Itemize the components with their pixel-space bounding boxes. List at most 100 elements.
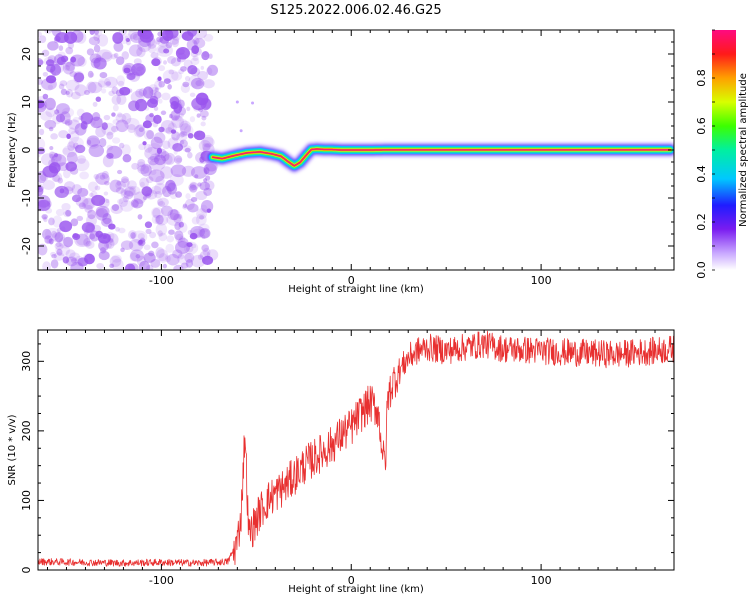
noise-blob [154, 87, 160, 92]
noise-blob [64, 64, 70, 71]
snr-x-tick-label: -100 [149, 574, 174, 587]
noise-blob [178, 106, 187, 116]
noise-blob [163, 152, 176, 165]
noise-blob [122, 195, 129, 203]
noise-blob [196, 113, 201, 118]
noise-blob [72, 232, 79, 239]
noise-blob [56, 103, 70, 115]
noise-blob [121, 176, 129, 184]
noise-blob [111, 86, 119, 95]
noise-blob [159, 35, 170, 44]
colorbar-tick-label: 0.0 [695, 261, 708, 279]
noise-blob [89, 255, 95, 261]
noise-blob [105, 198, 110, 204]
noise-blob [54, 152, 59, 158]
noise-blob [154, 183, 167, 195]
noise-blob [85, 240, 92, 247]
noise-blob [155, 40, 161, 45]
noise-blob [105, 81, 112, 86]
noise-blob [150, 136, 163, 150]
noise-blob [169, 209, 179, 221]
noise-blob [70, 218, 79, 227]
noise-blob [173, 103, 183, 114]
noise-blob [179, 131, 185, 138]
noise-blob [64, 119, 73, 126]
noise-blob [76, 155, 86, 164]
noise-blob [162, 154, 173, 165]
noise-blob [128, 100, 140, 112]
noise-blob [83, 90, 90, 96]
noise-blob [83, 229, 90, 234]
noise-blob [115, 119, 129, 133]
noise-blob [62, 145, 78, 158]
noise-blob [187, 65, 198, 75]
noise-blob [150, 185, 162, 195]
noise-blob [160, 120, 175, 133]
noise-blob [53, 38, 60, 44]
spectral-ridge [204, 141, 674, 174]
noise-blob [65, 249, 76, 259]
noise-blob [203, 167, 210, 175]
snr-x-axis-title: Height of straight line (km) [288, 584, 424, 595]
noise-blob [175, 46, 190, 60]
noise-blob [180, 66, 187, 72]
noise-blob [49, 146, 54, 151]
noise-blob [101, 170, 109, 179]
noise-blob [202, 247, 211, 257]
noise-blob [50, 133, 58, 140]
noise-blob [200, 121, 206, 127]
noise-blob [93, 57, 107, 70]
noise-blob [62, 256, 70, 264]
noise-blob [126, 39, 131, 46]
noise-blob [185, 259, 194, 268]
noise-blob [194, 132, 201, 138]
noise-blob [71, 194, 82, 203]
noise-blob [86, 139, 92, 145]
noise-blob [179, 236, 186, 242]
noise-blob [45, 107, 56, 118]
noise-blob [140, 163, 152, 177]
noise-blob [79, 171, 89, 180]
noise-blob [184, 198, 195, 210]
noise-blob [99, 174, 106, 180]
noise-blob [149, 95, 159, 105]
noise-blob [185, 245, 194, 253]
noise-blob [41, 214, 48, 220]
noise-blob [135, 63, 144, 72]
noise-blob [165, 255, 171, 263]
noise-blob [203, 187, 213, 196]
spectrogram-x-axis-title: Height of straight line (km) [288, 284, 424, 295]
noise-blob [158, 126, 165, 133]
noise-blob [157, 37, 169, 48]
noise-blob [146, 130, 155, 140]
noise-blob [47, 55, 57, 63]
noise-blob [69, 252, 81, 262]
noise-blob [202, 143, 211, 151]
noise-blob [87, 181, 99, 192]
noise-blob [137, 214, 143, 220]
noise-blob [109, 255, 122, 268]
noise-blob [75, 31, 87, 44]
noise-blob [70, 56, 77, 63]
noise-blob [42, 72, 49, 77]
noise-blob [206, 249, 219, 261]
noise-blob [201, 255, 214, 266]
noise-blob [120, 240, 134, 251]
noise-blob [150, 169, 157, 176]
noise-blob [115, 56, 125, 66]
noise-blob [76, 215, 84, 221]
noise-blob [149, 112, 154, 118]
noise-blob [89, 117, 96, 126]
noise-blob [186, 39, 198, 51]
noise-blob [138, 239, 143, 245]
noise-blob [54, 242, 64, 250]
noise-blob [42, 228, 52, 240]
noise-blob [142, 195, 148, 200]
noise-blob [195, 190, 208, 201]
noise-blob [137, 164, 150, 175]
noise-blob [124, 117, 140, 130]
noise-blob [112, 32, 124, 44]
noise-blob [207, 64, 219, 76]
noise-blob [169, 35, 180, 45]
noise-blob [38, 78, 43, 85]
